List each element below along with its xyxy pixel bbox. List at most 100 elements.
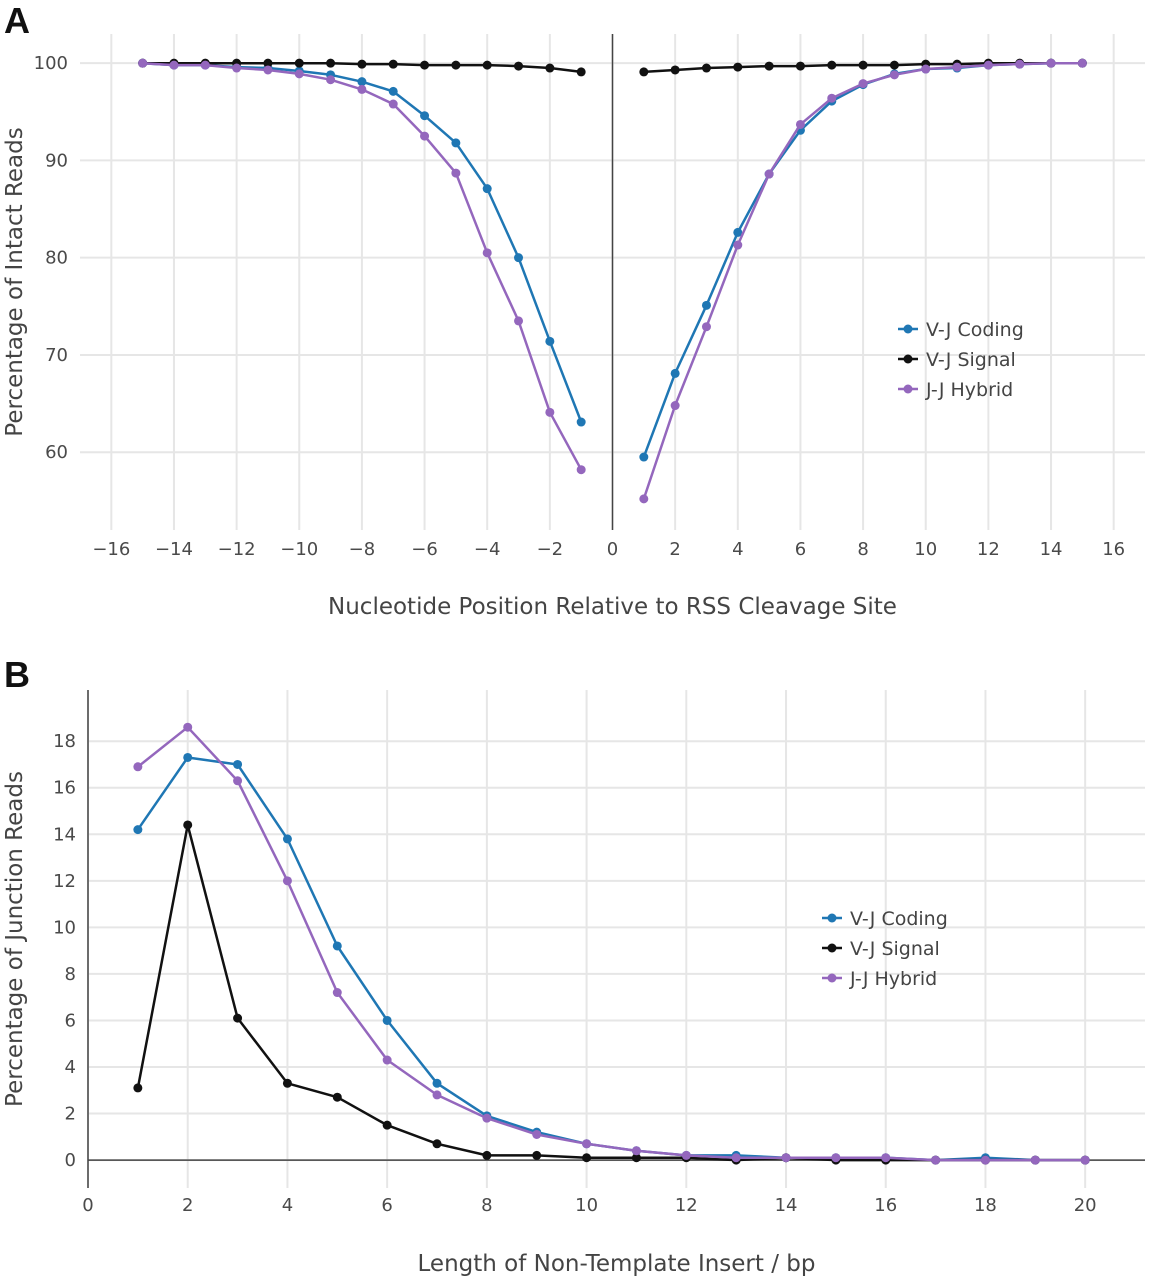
panel-b-j-j-hybrid-point [1030, 1155, 1040, 1165]
panel-b-j-j-hybrid-point [532, 1129, 542, 1139]
panel-b-legend-j-j-hybrid-marker [827, 973, 837, 983]
panel-a-j-j-hybrid-point [764, 169, 774, 179]
panel-a-y-tick-label: 70 [45, 345, 68, 366]
panel-a-j-j-hybrid-point [889, 70, 899, 80]
panel-a-j-j-hybrid-point [1015, 59, 1025, 69]
panel-b-j-j-hybrid-point [382, 1055, 392, 1065]
panel-b-legend-j-j-hybrid-label: J-J Hybrid [849, 968, 937, 990]
panel-b-j-j-hybrid-point [731, 1153, 741, 1163]
panel-a-x-tick-label: 12 [977, 539, 1000, 560]
panel-b-legend-v-j-signal-label: V-J Signal [850, 938, 940, 960]
panel-b-j-j-hybrid-point [681, 1150, 691, 1160]
panel-a-j-j-hybrid-point [576, 465, 586, 475]
panel-a-v-j-signal-point [670, 65, 680, 75]
panel-a-j-j-hybrid-point [983, 60, 993, 70]
panel-b-j-j-hybrid-point [781, 1153, 791, 1163]
panel-b-v-j-coding-line [136, 756, 1086, 1162]
panel-a-j-j-hybrid-point [482, 248, 492, 258]
panel-b-v-j-signal-point [631, 1153, 641, 1163]
panel-b-v-j-coding-point [282, 834, 292, 844]
panel-a-j-j-hybrid-point [827, 93, 837, 103]
panel-b-v-j-signal-point [233, 1013, 243, 1023]
panel-a-j-j-hybrid-point [952, 62, 962, 72]
panel-a-j-j-hybrid-point [795, 119, 805, 129]
panel-b-v-j-coding-point [183, 752, 193, 762]
panel-a-v-j-signal-point [357, 59, 367, 69]
panel-a-v-j-coding-point [420, 111, 430, 121]
panel-a-x-axis-title: Nucleotide Position Relative to RSS Clea… [328, 594, 897, 620]
panel-a-v-j-coding-point [451, 138, 461, 148]
panel-b-v-j-signal-point [582, 1153, 592, 1163]
panel-b-j-j-hybrid-point [931, 1155, 941, 1165]
panel-a-y-axis-title: Percentage of Intact Reads [2, 127, 28, 436]
panel-a-legend-j-j-hybrid-marker [903, 384, 913, 394]
panel-b-y-tick-label: 16 [53, 778, 76, 799]
panel-a-v-j-signal-point [733, 62, 743, 72]
panel-b-j-j-hybrid-point [183, 722, 193, 732]
panel-a-v-j-signal-point [388, 59, 398, 69]
panel-a-v-j-coding-point [701, 300, 711, 310]
panel-b-x-tick-label: 0 [82, 1195, 93, 1216]
panel-a-v-j-coding-point [545, 336, 555, 346]
panel-b-j-j-hybrid-point [133, 762, 143, 772]
panel-b-j-j-hybrid-point [432, 1090, 442, 1100]
panel-a-v-j-coding-point [639, 452, 649, 462]
panel-a-legend-v-j-coding-marker [903, 324, 913, 334]
panel-a-x-tick-label: 0 [607, 539, 618, 560]
panel-a-v-j-signal-point [263, 58, 273, 68]
panel-a-v-j-signal-point [326, 58, 336, 68]
panel-b-x-tick-label: 18 [974, 1195, 997, 1216]
panel-b-y-tick-label: 10 [53, 917, 76, 938]
panel-a-j-j-hybrid-point [200, 60, 210, 70]
panel-a-x-tick-label: −8 [349, 539, 376, 560]
panel-a-v-j-signal-point [639, 67, 649, 77]
panel-b-y-tick-label: 12 [53, 871, 76, 892]
panel-a-j-j-hybrid-point [858, 79, 868, 89]
panel-b-x-tick-label: 4 [282, 1195, 293, 1216]
panel-a-y-tick-label: 100 [34, 53, 68, 74]
panel-b-x-tick-label: 6 [381, 1195, 392, 1216]
panel-b-y-tick-label: 8 [65, 964, 76, 985]
panel-a-j-j-hybrid-point [420, 131, 430, 141]
panel-a-j-j-hybrid-point [733, 240, 743, 250]
panel-a-j-j-hybrid-point [169, 60, 179, 70]
panel-a-v-j-signal-point [764, 61, 774, 71]
panel-a-j-j-hybrid-point [639, 494, 649, 504]
panel-a-x-tick-label: 4 [732, 539, 743, 560]
panel-b-v-j-coding-point [432, 1078, 442, 1088]
panel-a-v-j-coding-point [388, 86, 398, 96]
panel-a-x-tick-label: 10 [914, 539, 937, 560]
panel-a-v-j-coding-point [576, 417, 586, 427]
panel-b-j-j-hybrid-point [582, 1139, 592, 1149]
panel-a-v-j-signal-point [514, 61, 524, 71]
panel-b-v-j-signal-point [532, 1150, 542, 1160]
panel-b-y-tick-label: 0 [65, 1150, 76, 1171]
panel-b-legend-v-j-signal-marker [827, 943, 837, 953]
panel-b-y-tick-label: 2 [65, 1104, 76, 1125]
panel-a-x-tick-label: 8 [857, 539, 868, 560]
panel-a-y-tick-label: 90 [45, 150, 68, 171]
panel-a-v-j-signal-point [545, 63, 555, 73]
panel-a-j-j-hybrid-point [451, 168, 461, 178]
panel-a-j-j-hybrid-point [701, 322, 711, 332]
panel-b-x-tick-label: 8 [481, 1195, 492, 1216]
panel-a-v-j-coding-point [357, 77, 367, 87]
panel-a-x-tick-label: −14 [155, 539, 193, 560]
panel-b-v-j-coding-point [133, 825, 143, 835]
panel-a-legend-v-j-coding-label: V-J Coding [926, 319, 1024, 341]
panel-a-v-j-signal-point [701, 63, 711, 73]
panel-b-y-axis-title: Percentage of Junction Reads [2, 771, 28, 1107]
panel-a-legend-v-j-signal-label: V-J Signal [926, 349, 1016, 371]
panel-b-x-tick-label: 16 [874, 1195, 897, 1216]
panel-b-v-j-signal-point [332, 1092, 342, 1102]
panel-b-j-j-hybrid-point [1080, 1155, 1090, 1165]
panel-b-v-j-signal-line [136, 823, 1086, 1162]
panel-a-v-j-signal-point [576, 67, 586, 77]
panel-a-legend-v-j-signal-marker [903, 354, 913, 364]
panel-a-v-j-signal-point [420, 60, 430, 70]
panel-a-y-tick-label: 60 [45, 442, 68, 463]
panel-b-label: B [4, 654, 30, 695]
panel-a-j-j-hybrid-point [388, 99, 398, 109]
panel-b-x-axis-title: Length of Non-Template Insert / bp [418, 1251, 816, 1277]
